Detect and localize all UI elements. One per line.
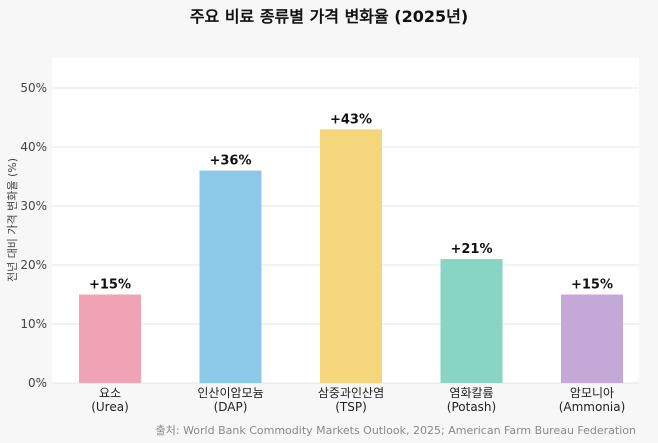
y-tick-label: 50% <box>20 81 47 95</box>
value-labels: +15% +36% +43% +21% +15% <box>89 112 613 292</box>
category-sublabel: (Potash) <box>447 400 496 414</box>
category-label: 요소 <box>99 386 121 400</box>
category-label: 인산이암모늄 <box>197 386 263 400</box>
bar <box>320 129 382 383</box>
bar <box>79 294 141 383</box>
value-label: +21% <box>450 242 492 257</box>
category-sublabel: (Urea) <box>91 400 129 414</box>
value-label: +43% <box>330 112 372 127</box>
category-label: 염화칼륨 <box>449 386 493 400</box>
y-tick-label: 30% <box>20 199 47 213</box>
source-note: 출처: World Bank Commodity Markets Outlook… <box>156 424 636 437</box>
bars <box>79 129 623 383</box>
category-label: 암모니아 <box>570 386 614 400</box>
category-sublabel: (Ammonia) <box>559 400 626 414</box>
value-label: +15% <box>89 278 131 293</box>
y-tick-label: 20% <box>20 258 47 272</box>
y-tick-label: 40% <box>20 140 47 154</box>
bar <box>440 259 503 383</box>
y-tick-label: 10% <box>20 317 47 331</box>
category-label: 삼중과인산염 <box>318 386 384 400</box>
y-axis-label: 전년 대비 가격 변화율 (%) <box>6 158 19 282</box>
category-sublabel: (DAP) <box>214 400 248 414</box>
bar <box>561 294 623 383</box>
category-sublabel: (TSP) <box>335 400 367 414</box>
value-label: +15% <box>571 278 613 293</box>
bar <box>199 170 262 383</box>
value-label: +36% <box>209 154 251 169</box>
chart-title: 주요 비료 종류별 가격 변화율 (2025년) <box>190 7 468 26</box>
y-tick-label: 0% <box>28 376 47 390</box>
y-axis-ticks: 0% 10% 20% 30% 40% 50% <box>20 81 47 390</box>
category-labels: 요소(Urea) 인산이암모늄(DAP) 삼중과인산염(TSP) 염화칼륨(Potas… <box>91 386 625 414</box>
